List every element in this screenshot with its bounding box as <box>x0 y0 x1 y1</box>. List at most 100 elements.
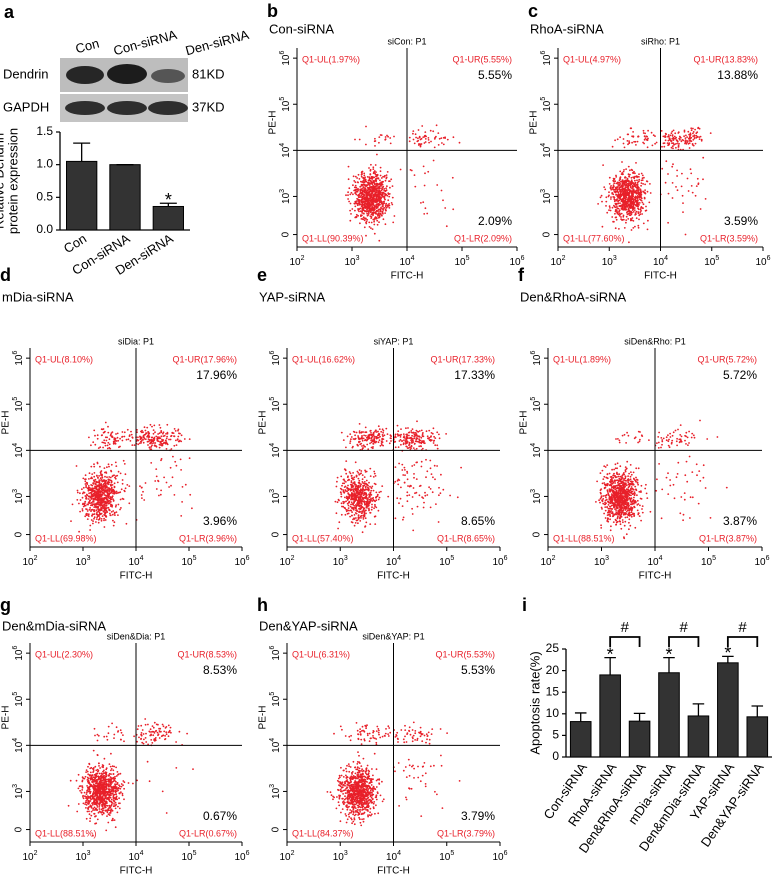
event-dot <box>696 185 698 187</box>
event-dot <box>365 126 367 128</box>
event-dot <box>391 204 393 206</box>
event-dot <box>122 440 124 442</box>
event-dot <box>387 204 389 206</box>
event-dot <box>631 177 633 179</box>
event-dot <box>134 444 136 446</box>
event-dot <box>408 494 410 496</box>
event-dot <box>643 203 645 205</box>
event-dot <box>347 436 349 438</box>
event-dot <box>406 433 408 435</box>
quadrant-label: Q1-UL(1.97%) <box>302 54 360 64</box>
event-dot <box>362 447 364 449</box>
event-dot <box>685 432 687 434</box>
event-dot <box>410 430 412 432</box>
event-dot <box>427 171 429 173</box>
event-dot <box>624 206 626 208</box>
event-dot <box>353 509 355 511</box>
event-dot <box>102 506 104 508</box>
event-dot <box>374 191 376 193</box>
event-dot <box>353 175 355 177</box>
event-dot <box>375 140 377 142</box>
event-dot <box>97 499 99 501</box>
event-dot <box>383 202 385 204</box>
event-dot <box>667 222 669 224</box>
event-dot <box>76 465 78 467</box>
event-dot <box>94 494 96 496</box>
event-dot <box>637 186 639 188</box>
event-dot <box>358 202 360 204</box>
event-dot <box>145 430 147 432</box>
event-dot <box>613 205 615 207</box>
event-dot <box>662 136 664 138</box>
event-dot <box>83 506 85 508</box>
event-dot <box>370 512 372 514</box>
tick-label-exponent: 2 <box>291 555 295 562</box>
event-dot <box>372 185 374 187</box>
event-dot <box>341 489 343 491</box>
event-dot <box>449 495 451 497</box>
event-dot <box>385 138 387 140</box>
event-dot <box>89 489 91 491</box>
event-dot <box>160 427 162 429</box>
event-dot <box>434 137 436 139</box>
event-dot <box>639 431 641 433</box>
event-dot <box>396 497 398 499</box>
event-dot <box>605 205 607 207</box>
tick-label: 104 <box>279 143 291 158</box>
event-dot <box>350 440 352 442</box>
event-dot <box>70 520 72 522</box>
event-dot <box>629 183 631 185</box>
event-dot <box>112 520 114 522</box>
event-dot <box>653 134 655 136</box>
event-cloud <box>597 161 651 243</box>
event-dot <box>357 215 359 217</box>
tick-label: 0.0 <box>36 222 53 236</box>
event-dot <box>633 178 635 180</box>
event-dot <box>409 437 411 439</box>
event-dot <box>367 448 369 450</box>
event-dot <box>346 496 348 498</box>
tick-label-base: 10 <box>14 354 25 366</box>
event-cloud <box>615 431 650 444</box>
tick-label-exponent: 2 <box>562 255 566 262</box>
event-dot <box>626 216 628 218</box>
event-dot <box>382 432 384 434</box>
event-dot <box>161 441 163 443</box>
event-dot <box>149 447 151 449</box>
event-dot <box>625 180 627 182</box>
event-dot <box>119 446 121 448</box>
event-dot <box>652 145 654 147</box>
event-dot <box>347 492 349 494</box>
event-dot <box>685 137 687 139</box>
event-dot <box>353 476 355 478</box>
event-dot <box>610 198 612 200</box>
event-dot <box>676 440 678 442</box>
event-dot <box>685 443 687 445</box>
event-dot <box>609 207 611 209</box>
quadrant-label: Q1-LL(57.40%) <box>292 533 354 543</box>
event-dot <box>171 435 173 437</box>
event-dot <box>355 499 357 501</box>
event-dot <box>642 512 644 514</box>
event-dot <box>421 125 423 127</box>
panel-letter: c <box>528 1 538 21</box>
event-dot <box>362 194 364 196</box>
event-dot <box>623 203 625 205</box>
event-dot <box>634 180 636 182</box>
event-dot <box>615 194 617 196</box>
event-dot <box>162 433 164 435</box>
event-dot <box>91 519 93 521</box>
event-dot <box>105 513 107 515</box>
event-dot <box>687 444 689 446</box>
event-dot <box>637 141 639 143</box>
event-dot <box>436 465 438 467</box>
event-dot <box>430 467 432 469</box>
event-dot <box>419 430 421 432</box>
event-dot <box>380 431 382 433</box>
event-dot <box>157 480 159 482</box>
event-dot <box>115 475 117 477</box>
event-dot <box>112 510 114 512</box>
event-dot <box>118 504 120 506</box>
event-dot <box>676 143 678 145</box>
event-dot <box>651 132 653 134</box>
